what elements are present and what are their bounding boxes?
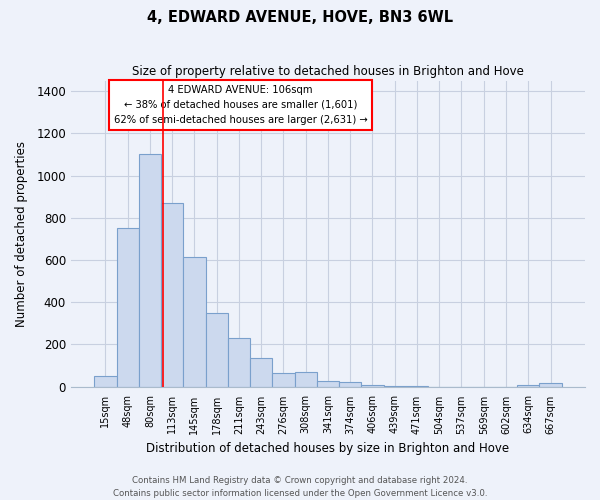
Bar	[517, 384, 539, 386]
Bar	[361, 384, 383, 386]
Text: 4, EDWARD AVENUE, HOVE, BN3 6WL: 4, EDWARD AVENUE, HOVE, BN3 6WL	[147, 10, 453, 25]
Bar	[295, 372, 317, 386]
Bar	[339, 382, 361, 386]
Bar	[161, 203, 184, 386]
Bar	[317, 382, 339, 386]
Bar	[184, 257, 206, 386]
Bar	[250, 358, 272, 386]
X-axis label: Distribution of detached houses by size in Brighton and Hove: Distribution of detached houses by size …	[146, 442, 509, 455]
Title: Size of property relative to detached houses in Brighton and Hove: Size of property relative to detached ho…	[132, 65, 524, 78]
Bar	[206, 313, 228, 386]
Bar	[539, 384, 562, 386]
Bar	[139, 154, 161, 386]
Bar	[116, 228, 139, 386]
Text: 4 EDWARD AVENUE: 106sqm
← 38% of detached houses are smaller (1,601)
62% of semi: 4 EDWARD AVENUE: 106sqm ← 38% of detache…	[114, 85, 367, 124]
Bar	[228, 338, 250, 386]
Bar	[94, 376, 116, 386]
Y-axis label: Number of detached properties: Number of detached properties	[15, 140, 28, 326]
Bar	[272, 373, 295, 386]
Text: Contains HM Land Registry data © Crown copyright and database right 2024.
Contai: Contains HM Land Registry data © Crown c…	[113, 476, 487, 498]
